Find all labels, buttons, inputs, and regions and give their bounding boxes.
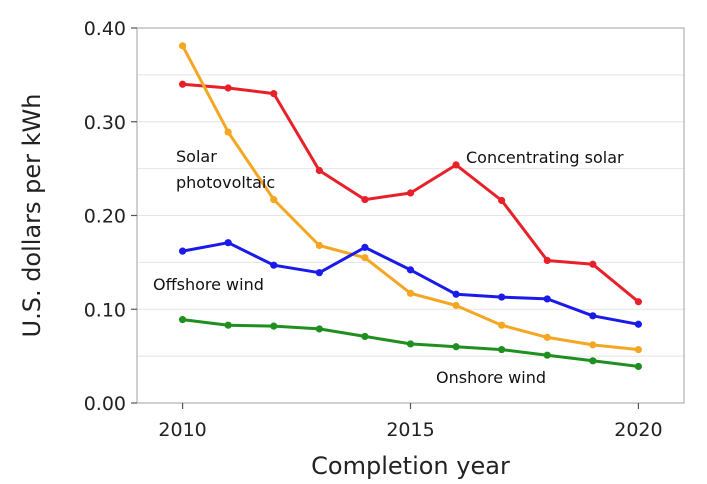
- data-point-onshore-wind: [406, 340, 415, 348]
- data-point-onshore-wind: [270, 322, 278, 330]
- data-point-solar-photovoltaic: [178, 42, 187, 50]
- data-point-concentrating-solar: [178, 80, 187, 88]
- data-point-onshore-wind: [361, 332, 369, 341]
- data-point-offshore-wind: [406, 266, 415, 274]
- data-point-concentrating-solar: [315, 166, 323, 175]
- series-label-concentrating-solar: Concentrating solar: [466, 148, 624, 167]
- data-point-concentrating-solar: [406, 189, 415, 197]
- data-point-solar-photovoltaic: [634, 345, 643, 354]
- series-offshore-wind: [178, 239, 643, 328]
- data-point-concentrating-solar: [270, 90, 278, 98]
- data-point-concentrating-solar: [634, 298, 643, 306]
- data-point-onshore-wind: [315, 325, 323, 333]
- data-point-concentrating-solar: [452, 161, 460, 169]
- series-group: [178, 42, 643, 371]
- x-axis-title: Completion year: [311, 452, 510, 480]
- data-point-concentrating-solar: [224, 84, 232, 92]
- series-label-onshore-wind: Onshore wind: [436, 368, 546, 387]
- series-concentrating-solar: [178, 80, 643, 306]
- data-point-solar-photovoltaic: [224, 128, 232, 136]
- data-point-solar-photovoltaic: [361, 254, 369, 262]
- data-point-solar-photovoltaic: [406, 289, 415, 297]
- y-tick-label: 0.30: [84, 112, 126, 134]
- data-point-onshore-wind: [543, 351, 551, 359]
- data-point-concentrating-solar: [361, 195, 369, 204]
- data-point-offshore-wind: [224, 239, 232, 247]
- data-point-offshore-wind: [361, 243, 369, 251]
- data-point-solar-photovoltaic: [270, 195, 278, 204]
- y-axis-title: U.S. dollars per kWh: [18, 94, 46, 338]
- x-tick-label: 2020: [614, 419, 662, 441]
- series-label-solar-photovoltaic: Solar: [176, 147, 217, 166]
- y-tick-label: 0.40: [84, 18, 126, 40]
- series-onshore-wind: [178, 315, 643, 371]
- data-point-onshore-wind: [178, 315, 187, 324]
- data-point-offshore-wind: [589, 312, 597, 320]
- data-point-offshore-wind: [543, 295, 551, 303]
- data-point-solar-photovoltaic: [315, 241, 323, 250]
- data-point-solar-photovoltaic: [498, 321, 506, 329]
- data-point-concentrating-solar: [498, 196, 506, 205]
- data-point-offshore-wind: [270, 261, 278, 269]
- series-label-offshore-wind: Offshore wind: [153, 275, 264, 294]
- data-point-offshore-wind: [178, 247, 187, 255]
- y-tick-label: 0.00: [84, 393, 126, 415]
- x-tick-label: 2010: [158, 419, 206, 441]
- y-tick-label: 0.10: [84, 299, 126, 321]
- series-label-solar-photovoltaic: photovoltaic: [176, 173, 275, 192]
- data-point-onshore-wind: [452, 343, 460, 351]
- data-point-onshore-wind: [224, 321, 232, 329]
- data-point-onshore-wind: [634, 362, 643, 371]
- data-point-solar-photovoltaic: [543, 333, 551, 341]
- data-point-onshore-wind: [498, 345, 506, 354]
- data-point-concentrating-solar: [589, 260, 597, 268]
- x-tick-label: 2015: [386, 419, 434, 441]
- data-point-onshore-wind: [589, 357, 597, 365]
- y-tick-label: 0.20: [84, 206, 126, 228]
- data-point-solar-photovoltaic: [452, 301, 460, 310]
- data-point-concentrating-solar: [543, 256, 551, 265]
- data-point-offshore-wind: [498, 293, 506, 301]
- axes: 0.00 0.10 0.20 0.30 0.40 2010 2015 2020: [84, 18, 663, 441]
- series-solar-photovoltaic: [178, 42, 643, 354]
- data-point-offshore-wind: [634, 320, 643, 328]
- data-point-solar-photovoltaic: [589, 341, 597, 349]
- series-labels: Concentrating solar Solar photovoltaic Offs…: [153, 147, 624, 387]
- data-point-offshore-wind: [315, 269, 323, 277]
- data-point-offshore-wind: [452, 290, 460, 298]
